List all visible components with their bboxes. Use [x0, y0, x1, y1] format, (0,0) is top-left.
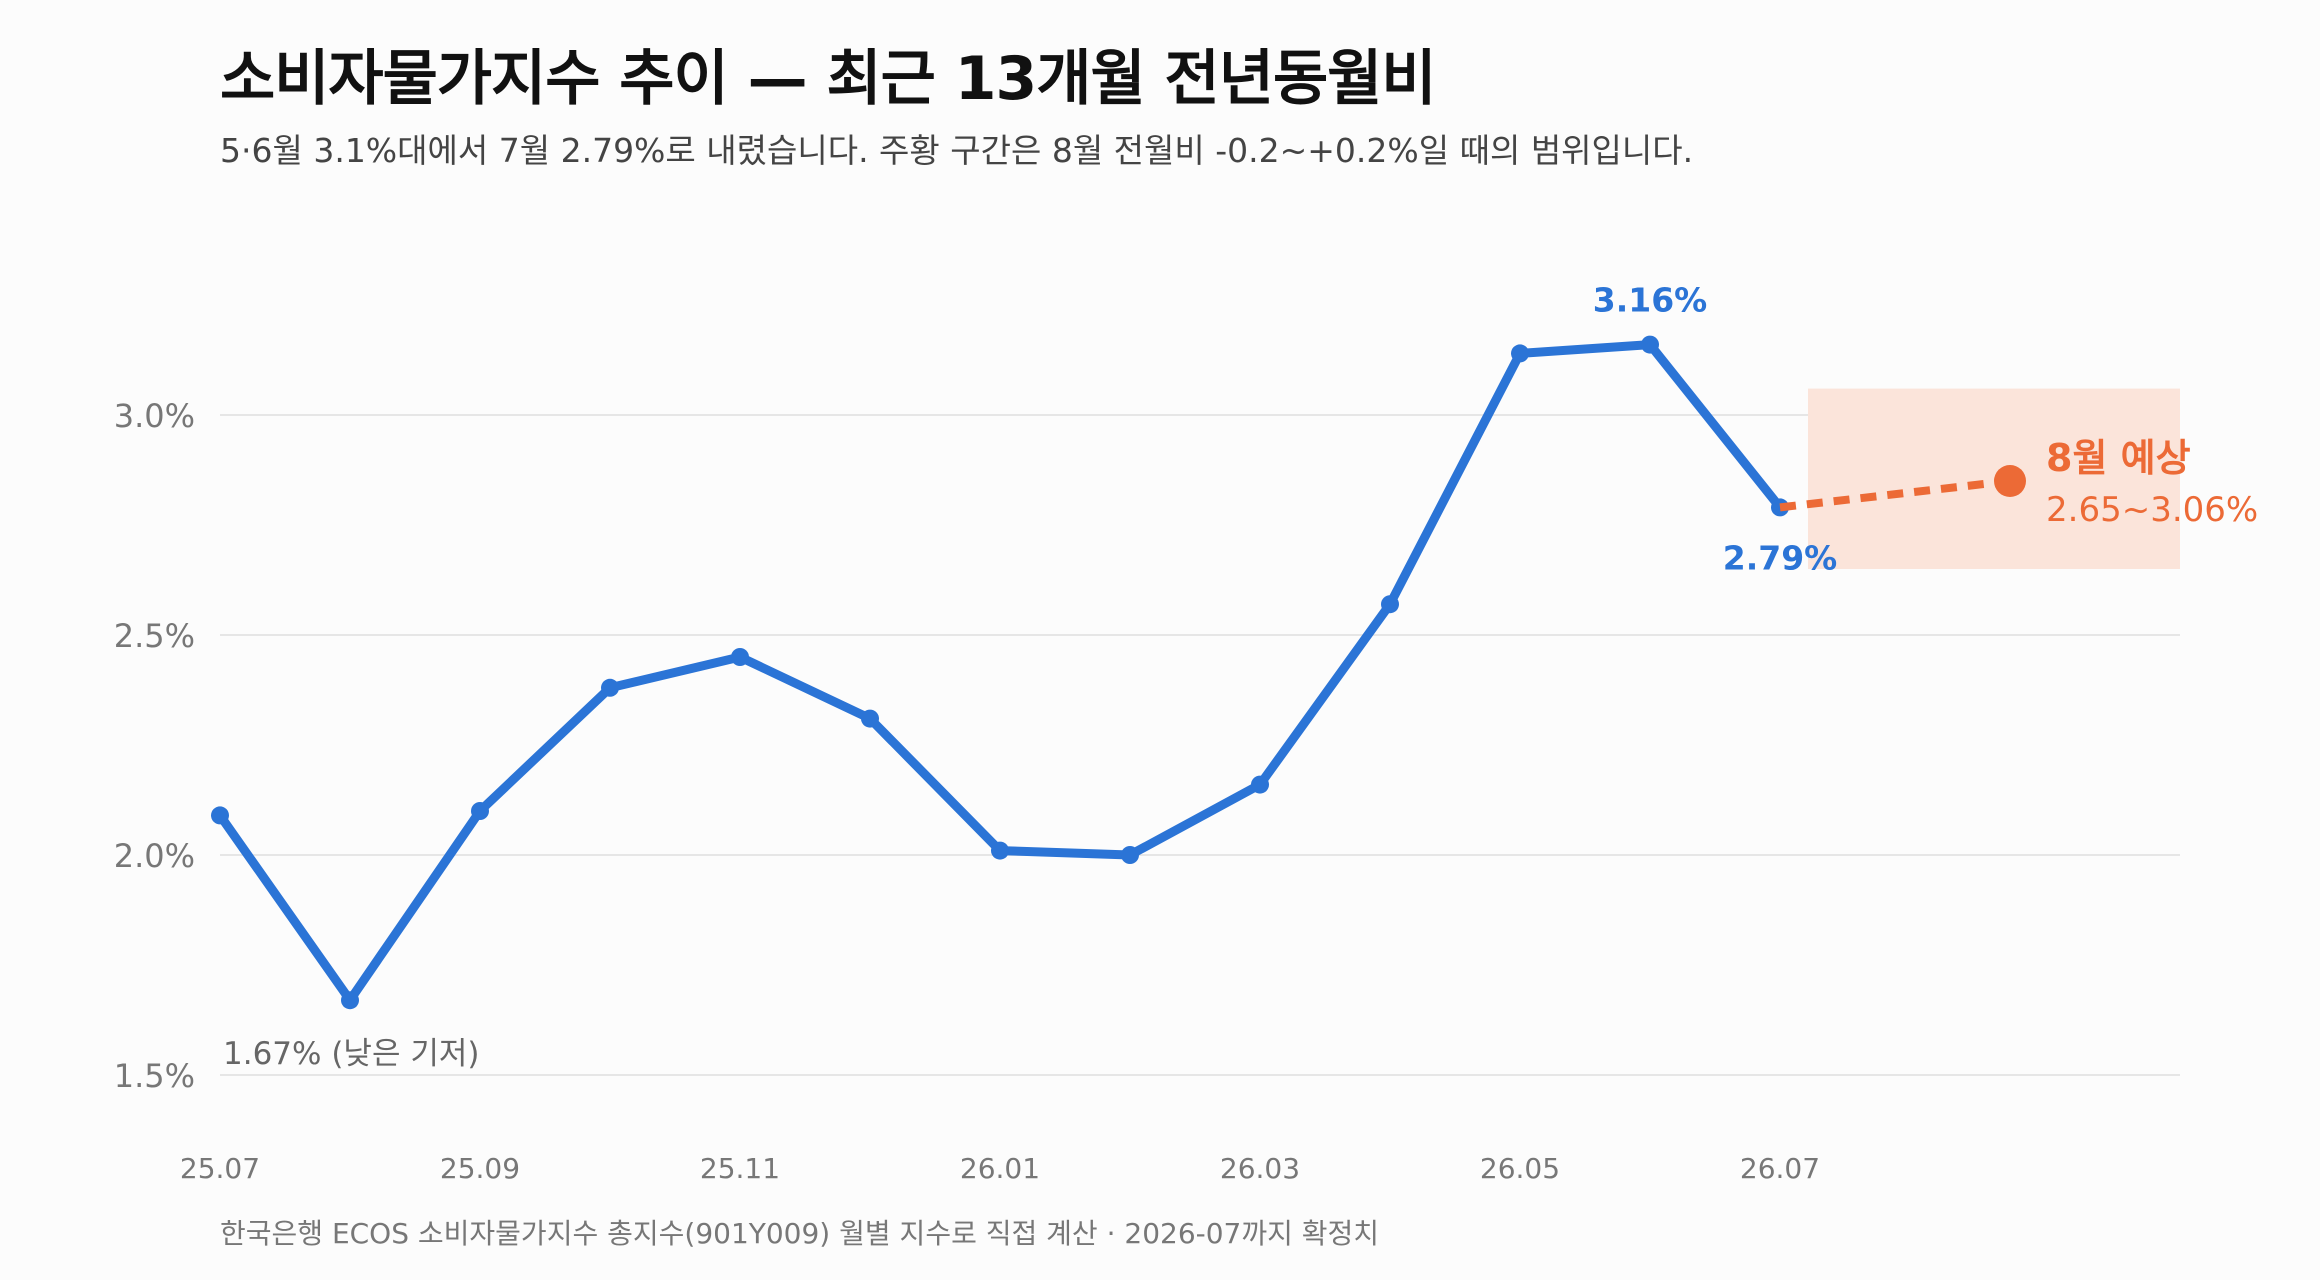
data-point	[601, 678, 619, 697]
source-note: 한국은행 ECOS 소비자물가지수 총지수(901Y009) 월별 지수로 직접…	[220, 1217, 1380, 1250]
cpi-series-line	[215, 340, 1785, 1005]
y-tick-label: 1.5%	[114, 1057, 195, 1095]
latest-annotation: 2.79%	[1723, 538, 1838, 577]
x-tick-label: 25.11	[700, 1152, 780, 1185]
low-base-annotation: 1.67% (낮은 기저)	[223, 1036, 479, 1072]
data-point	[1511, 344, 1529, 363]
x-tick-label: 26.07	[1740, 1152, 1820, 1185]
data-point	[991, 841, 1009, 860]
y-tick-label: 2.5%	[114, 617, 195, 655]
chart-title: 소비자물가지수 추이 — 최근 13개월 전년동월비	[220, 44, 1437, 114]
chart-subtitle: 5·6월 3.1%대에서 7월 2.79%로 내렸습니다. 주황 구간은 8월 …	[220, 131, 1694, 170]
series-layer	[211, 335, 1789, 1010]
forecast-range-label: 2.65~3.06%	[2046, 490, 2258, 530]
x-tick-label: 26.03	[1220, 1152, 1300, 1185]
x-tick-label: 26.01	[960, 1152, 1040, 1185]
forecast-layer: 8월 예상 2.65~3.06%	[1779, 436, 2258, 530]
x-axis: 25.07 25.09 25.11 26.01 26.03 26.05 26.07	[180, 1152, 1820, 1185]
data-point	[861, 709, 879, 728]
data-point	[471, 802, 489, 820]
forecast-range-band	[1808, 388, 2180, 569]
annotation-layer: 1.67% (낮은 기저) 3.16% 2.79%	[223, 281, 1837, 1073]
data-point	[341, 991, 359, 1010]
data-point	[731, 648, 749, 666]
data-point	[1641, 335, 1659, 354]
y-axis: 1.5% 2.0% 2.5% 3.0%	[114, 397, 195, 1095]
forecast-dashed-line	[1779, 477, 2011, 512]
x-tick-label: 26.05	[1480, 1152, 1560, 1185]
data-point	[1381, 595, 1399, 614]
peak-annotation: 3.16%	[1593, 281, 1708, 320]
y-tick-label: 3.0%	[114, 397, 195, 435]
forecast-label: 8월 예상	[2046, 436, 2191, 480]
forecast-point	[1994, 465, 2026, 497]
x-tick-label: 25.07	[180, 1152, 260, 1185]
data-point	[1121, 846, 1139, 864]
data-point	[1251, 775, 1269, 794]
data-point	[211, 806, 229, 825]
forecast-band-layer	[1808, 388, 2180, 569]
y-tick-label: 2.0%	[114, 837, 195, 875]
x-tick-label: 25.09	[440, 1152, 520, 1185]
